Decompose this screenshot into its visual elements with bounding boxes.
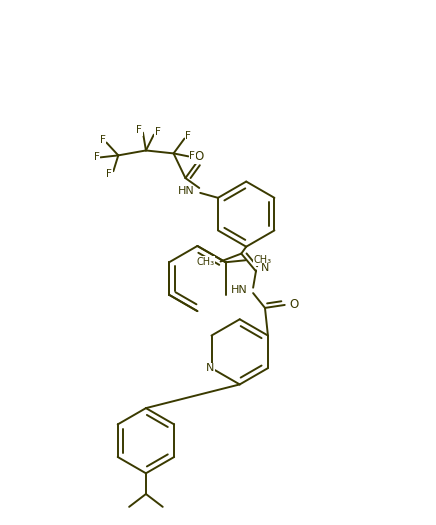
- Text: HN: HN: [231, 285, 248, 295]
- Text: N: N: [206, 363, 214, 373]
- Text: F: F: [99, 135, 106, 145]
- Text: F: F: [155, 127, 161, 137]
- Text: N: N: [261, 264, 269, 274]
- Text: F: F: [106, 169, 112, 178]
- Text: F: F: [185, 131, 191, 141]
- Text: CH₃: CH₃: [197, 257, 215, 267]
- Text: F: F: [189, 151, 195, 161]
- Text: HN: HN: [178, 186, 195, 196]
- Text: F: F: [136, 125, 142, 135]
- Text: O: O: [194, 150, 204, 163]
- Text: O: O: [290, 298, 299, 311]
- Text: F: F: [94, 152, 99, 162]
- Text: CH₃: CH₃: [253, 255, 271, 265]
